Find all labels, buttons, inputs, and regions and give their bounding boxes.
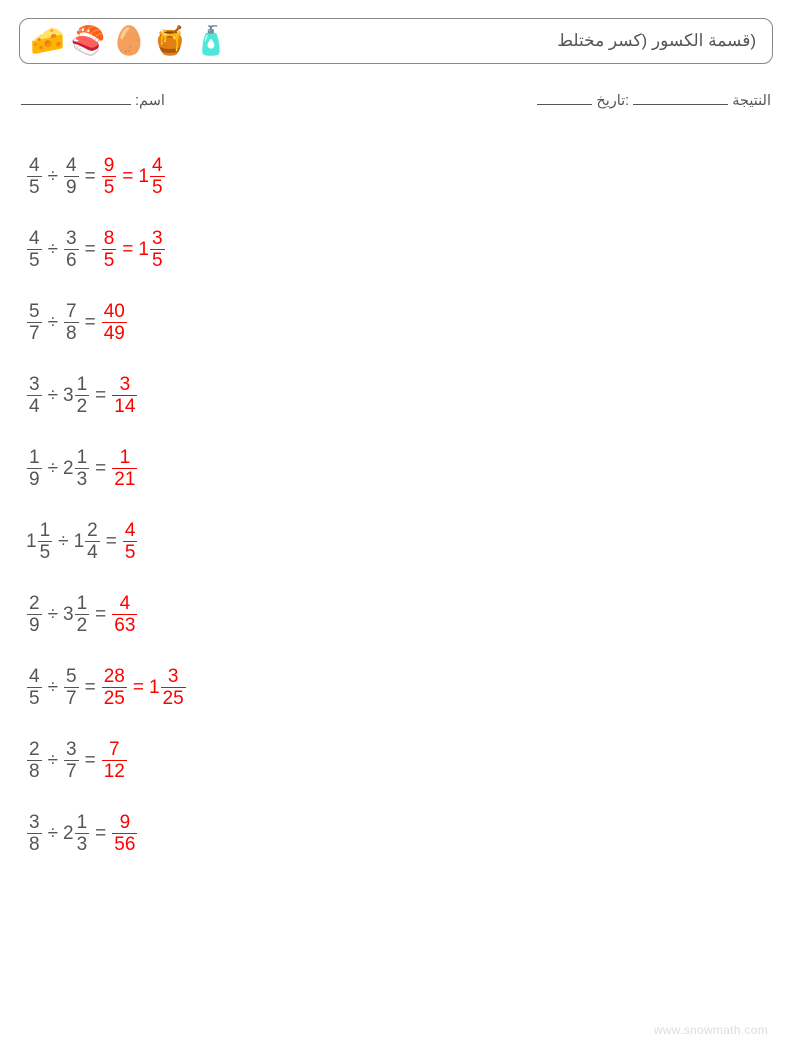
problem-row: 45÷36=85=135 (26, 213, 187, 286)
problems-container: 45÷49=95=14545÷36=85=13557÷78=404934÷312… (26, 140, 187, 870)
header-box: 🧀🍣🥚🍯🧴 (قسمة الكسور (كسر مختلط (19, 18, 773, 64)
date-label: :تاريخ (596, 93, 629, 109)
problem-row: 45÷49=95=145 (26, 140, 187, 213)
name-underline (21, 90, 131, 105)
problem-row: 115÷124=45 (26, 505, 187, 578)
date-underline (537, 90, 592, 105)
problem-row: 29÷312=463 (26, 578, 187, 651)
score-underline (633, 90, 728, 105)
problem-row: 19÷213=121 (26, 432, 187, 505)
problem-row: 38÷213=956 (26, 797, 187, 870)
problem-row: 28÷37=712 (26, 724, 187, 797)
problem-row: 34÷312=314 (26, 359, 187, 432)
name-field: اسم: (21, 90, 165, 109)
score-date-field: النتيجة :تاريخ (537, 90, 771, 109)
problem-row: 57÷78=4049 (26, 286, 187, 359)
score-label: النتيجة (732, 93, 771, 109)
problem-row: 45÷57=2825=1325 (26, 651, 187, 724)
info-row: اسم: النتيجة :تاريخ (19, 90, 773, 114)
header-icons: 🧀🍣🥚🍯🧴 (30, 23, 234, 59)
watermark: www.snowmath.com (654, 1023, 768, 1037)
worksheet-title: (قسمة الكسور (كسر مختلط (557, 31, 756, 51)
name-label: اسم: (135, 93, 165, 109)
